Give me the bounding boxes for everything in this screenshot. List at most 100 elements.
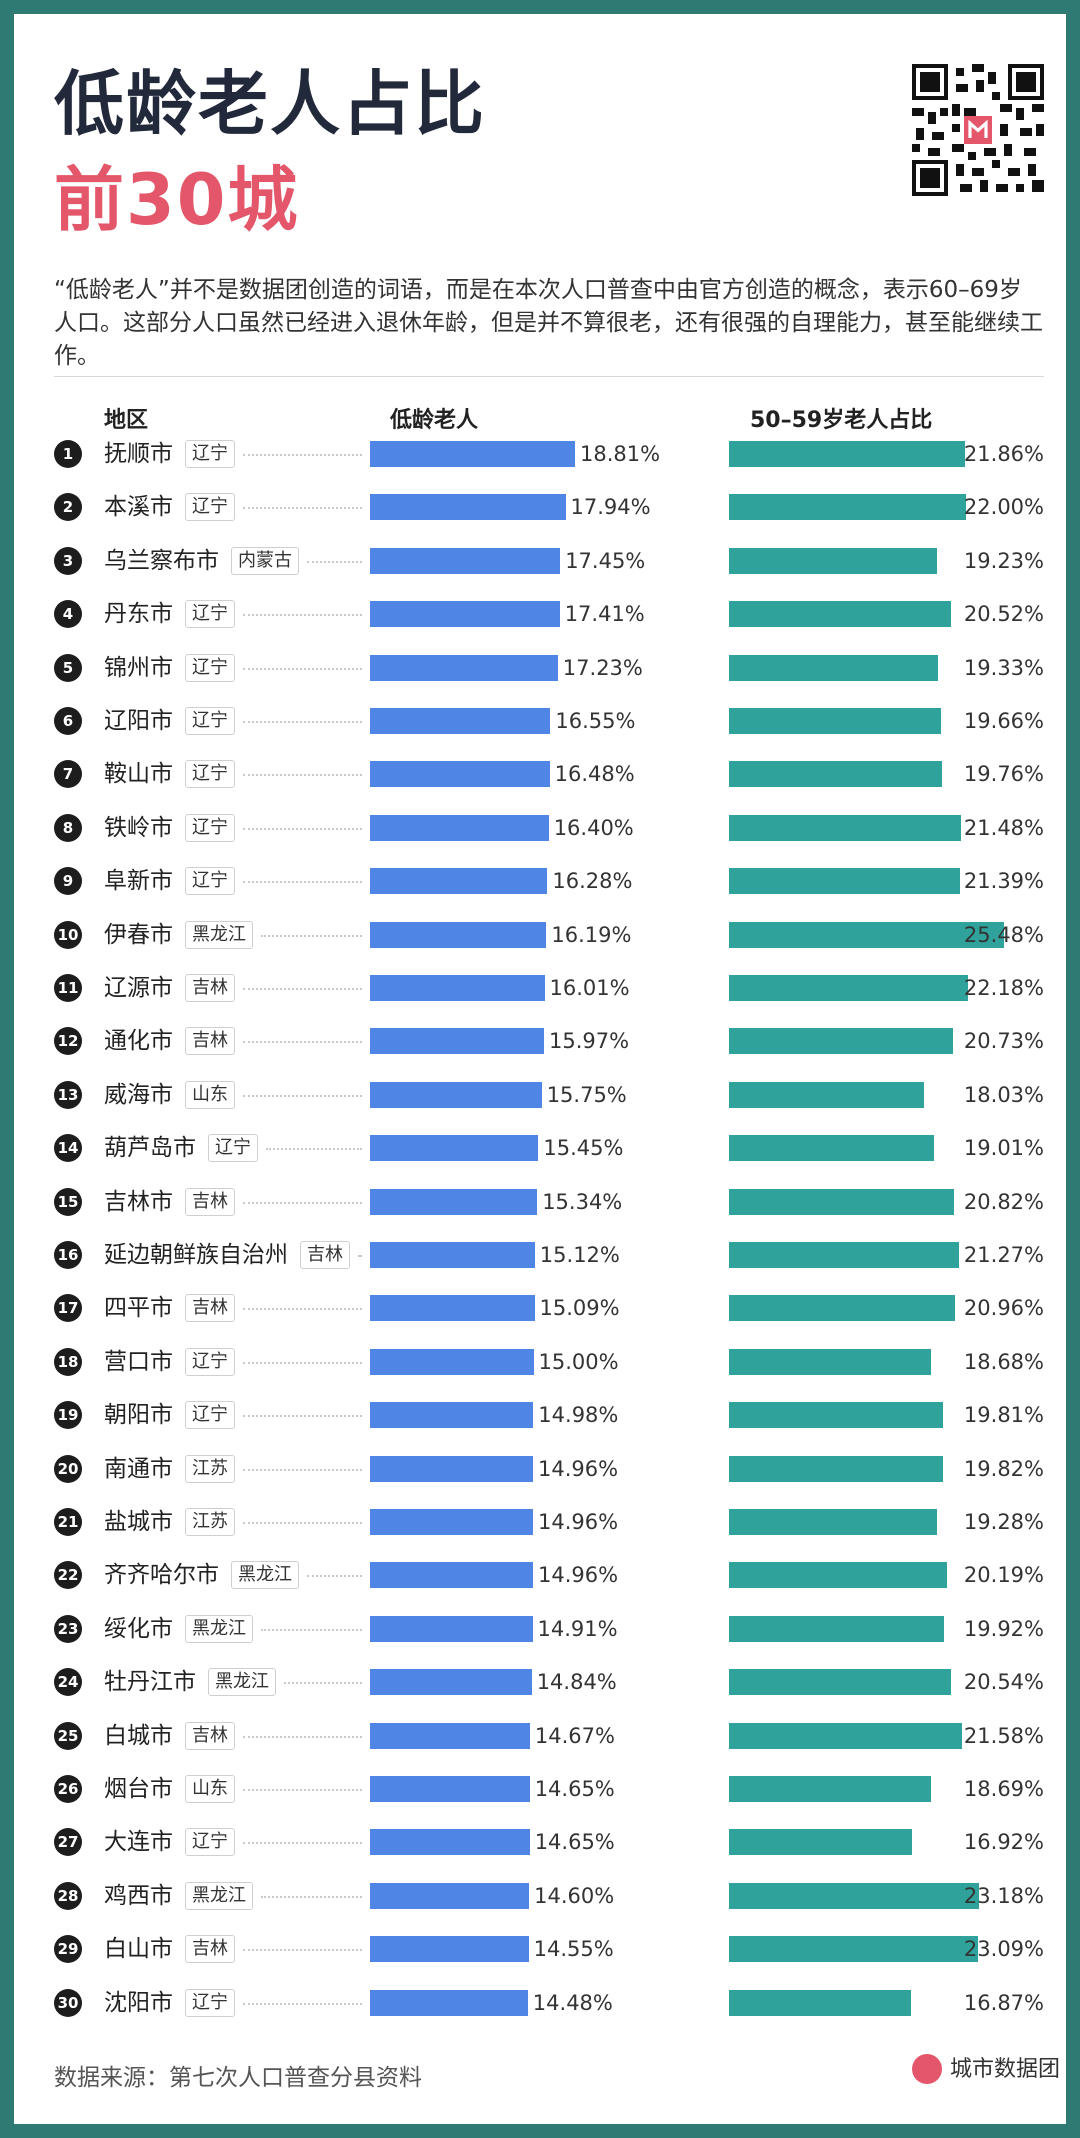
bar-50-59 xyxy=(729,975,969,1001)
rank-badge: 10 xyxy=(54,921,82,949)
province-tag: 黑龙江 xyxy=(231,1561,299,1589)
rank-badge: 2 xyxy=(54,493,82,521)
province-tag: 吉林 xyxy=(185,1027,235,1055)
value-50-59: 21.27% xyxy=(963,1243,1044,1267)
value-50-59: 20.96% xyxy=(963,1296,1044,1320)
bar-50-59 xyxy=(729,815,961,841)
value-low-age: 17.45% xyxy=(565,549,646,573)
rank-badge: 19 xyxy=(54,1401,82,1429)
value-low-age: 14.96% xyxy=(538,1457,619,1481)
leader-line xyxy=(243,881,362,883)
city-name: 大连市 xyxy=(104,1829,173,1855)
bar-50-59 xyxy=(729,761,943,787)
leader-line xyxy=(243,2003,362,2005)
bar-50-59 xyxy=(729,494,967,520)
city-name: 鸡西市 xyxy=(104,1883,173,1909)
value-low-age: 17.41% xyxy=(564,602,645,626)
province-tag: 江苏 xyxy=(185,1455,235,1483)
province-tag: 辽宁 xyxy=(185,814,235,842)
bar-50-59 xyxy=(729,1669,951,1695)
rank-badge: 12 xyxy=(54,1027,82,1055)
value-low-age: 14.65% xyxy=(534,1830,615,1854)
rank-badge: 15 xyxy=(54,1188,82,1216)
city-name: 辽源市 xyxy=(104,975,173,1001)
province-tag: 辽宁 xyxy=(185,654,235,682)
header-region: 地区 xyxy=(104,408,149,433)
value-50-59: 23.18% xyxy=(963,1884,1044,1908)
bar-low-age xyxy=(370,1936,529,1962)
province-tag: 吉林 xyxy=(300,1241,350,1269)
value-low-age: 14.55% xyxy=(533,1937,614,1961)
value-50-59: 21.58% xyxy=(963,1724,1044,1748)
value-low-age: 17.94% xyxy=(570,495,651,519)
leader-line xyxy=(243,1842,362,1844)
province-tag: 吉林 xyxy=(185,1294,235,1322)
leader-line xyxy=(243,1469,362,1471)
leader-line xyxy=(243,1362,362,1364)
divider xyxy=(54,376,1044,377)
value-low-age: 15.97% xyxy=(549,1029,630,1053)
rank-badge: 23 xyxy=(54,1615,82,1643)
rank-badge: 22 xyxy=(54,1561,82,1589)
city-name: 白山市 xyxy=(104,1936,173,1962)
value-50-59: 19.66% xyxy=(963,709,1044,733)
bar-low-age xyxy=(370,1616,533,1642)
bar-low-age xyxy=(370,441,575,467)
value-50-59: 20.19% xyxy=(963,1563,1044,1587)
page-subtitle: 前30城 xyxy=(54,159,300,241)
bar-50-59 xyxy=(729,1990,912,2016)
bar-50-59 xyxy=(729,708,942,734)
rank-badge: 20 xyxy=(54,1455,82,1483)
bar-low-age xyxy=(370,922,547,948)
city-name: 葫芦岛市 xyxy=(104,1135,196,1161)
leader-line xyxy=(243,454,362,456)
leader-line xyxy=(243,668,362,670)
province-tag: 辽宁 xyxy=(208,1134,258,1162)
bar-low-age xyxy=(370,1349,534,1375)
value-low-age: 18.81% xyxy=(580,442,661,466)
rank-badge: 18 xyxy=(54,1348,82,1376)
province-tag: 吉林 xyxy=(185,1722,235,1750)
value-low-age: 14.96% xyxy=(538,1510,619,1534)
province-tag: 黑龙江 xyxy=(185,1615,253,1643)
province-tag: 吉林 xyxy=(185,1935,235,1963)
province-tag: 辽宁 xyxy=(185,493,235,521)
city-name: 南通市 xyxy=(104,1456,173,1482)
city-name: 伊春市 xyxy=(104,922,173,948)
rank-badge: 9 xyxy=(54,867,82,895)
value-50-59: 18.03% xyxy=(963,1083,1044,1107)
city-name: 铁岭市 xyxy=(104,815,173,841)
rank-badge: 4 xyxy=(54,600,82,628)
page-title: 低龄老人占比 xyxy=(54,63,486,145)
leader-line xyxy=(243,1522,362,1524)
value-low-age: 16.55% xyxy=(555,709,636,733)
rank-badge: 14 xyxy=(54,1134,82,1162)
source-note: 数据来源：第七次人口普查分县资料 xyxy=(54,2065,422,2091)
bar-50-59 xyxy=(729,1509,938,1535)
bar-50-59 xyxy=(729,1776,931,1802)
bar-low-age xyxy=(370,1509,533,1535)
qr-code[interactable] xyxy=(912,64,1044,196)
province-tag: 吉林 xyxy=(185,974,235,1002)
bar-low-age xyxy=(370,1669,532,1695)
value-50-59: 19.76% xyxy=(963,762,1044,786)
province-tag: 辽宁 xyxy=(185,440,235,468)
bar-50-59 xyxy=(729,922,1004,948)
leader-line xyxy=(243,1095,362,1097)
rank-badge: 29 xyxy=(54,1935,82,1963)
bar-50-59 xyxy=(729,1456,943,1482)
leader-line xyxy=(358,1255,362,1257)
leader-line xyxy=(307,561,362,563)
leader-line xyxy=(284,1682,362,1684)
value-50-59: 19.82% xyxy=(963,1457,1044,1481)
province-tag: 辽宁 xyxy=(185,1401,235,1429)
value-low-age: 14.96% xyxy=(538,1563,619,1587)
bar-50-59 xyxy=(729,1242,959,1268)
city-name: 鞍山市 xyxy=(104,761,173,787)
value-low-age: 14.60% xyxy=(534,1884,615,1908)
header-col2: 50–59岁老人占比 xyxy=(750,408,933,433)
city-name: 威海市 xyxy=(104,1082,173,1108)
header-col1: 低龄老人 xyxy=(390,408,479,433)
rank-badge: 8 xyxy=(54,814,82,842)
province-tag: 内蒙古 xyxy=(231,547,299,575)
